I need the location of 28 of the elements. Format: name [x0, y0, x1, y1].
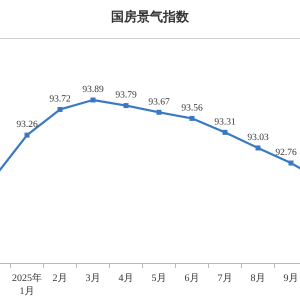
data-label: 93.56	[181, 103, 203, 114]
x-tick-label: 2025年 1月	[12, 272, 42, 297]
point	[222, 130, 228, 135]
point	[190, 116, 194, 121]
point	[288, 160, 294, 166]
data-label: 93.67	[148, 97, 170, 108]
x-tick-label: 5月	[152, 273, 166, 284]
x-tick-label: 2月	[52, 273, 68, 284]
point	[90, 98, 96, 102]
x-tick-label: 8月	[250, 273, 266, 284]
data-label: 93.79	[115, 90, 137, 101]
data-label: 93.72	[49, 94, 71, 104]
point	[124, 103, 128, 108]
point	[24, 132, 30, 138]
data-label: 93.03	[247, 132, 269, 143]
data-label: 93.89	[82, 85, 104, 95]
data-label: 92.76	[275, 148, 297, 158]
data-label: 93.26	[16, 120, 38, 130]
x-tick-label: 6月	[184, 273, 200, 284]
chart-title: 国房景气指数	[111, 9, 190, 25]
x-tick-label: 9月	[284, 273, 298, 284]
point	[58, 106, 62, 112]
point	[156, 110, 162, 115]
x-tick-label: 4月	[118, 273, 134, 284]
x-tick-label: 7月	[218, 273, 232, 284]
x-tick-label: 3月	[86, 273, 100, 284]
data-label: 93.31	[214, 117, 236, 128]
point	[256, 145, 260, 150]
